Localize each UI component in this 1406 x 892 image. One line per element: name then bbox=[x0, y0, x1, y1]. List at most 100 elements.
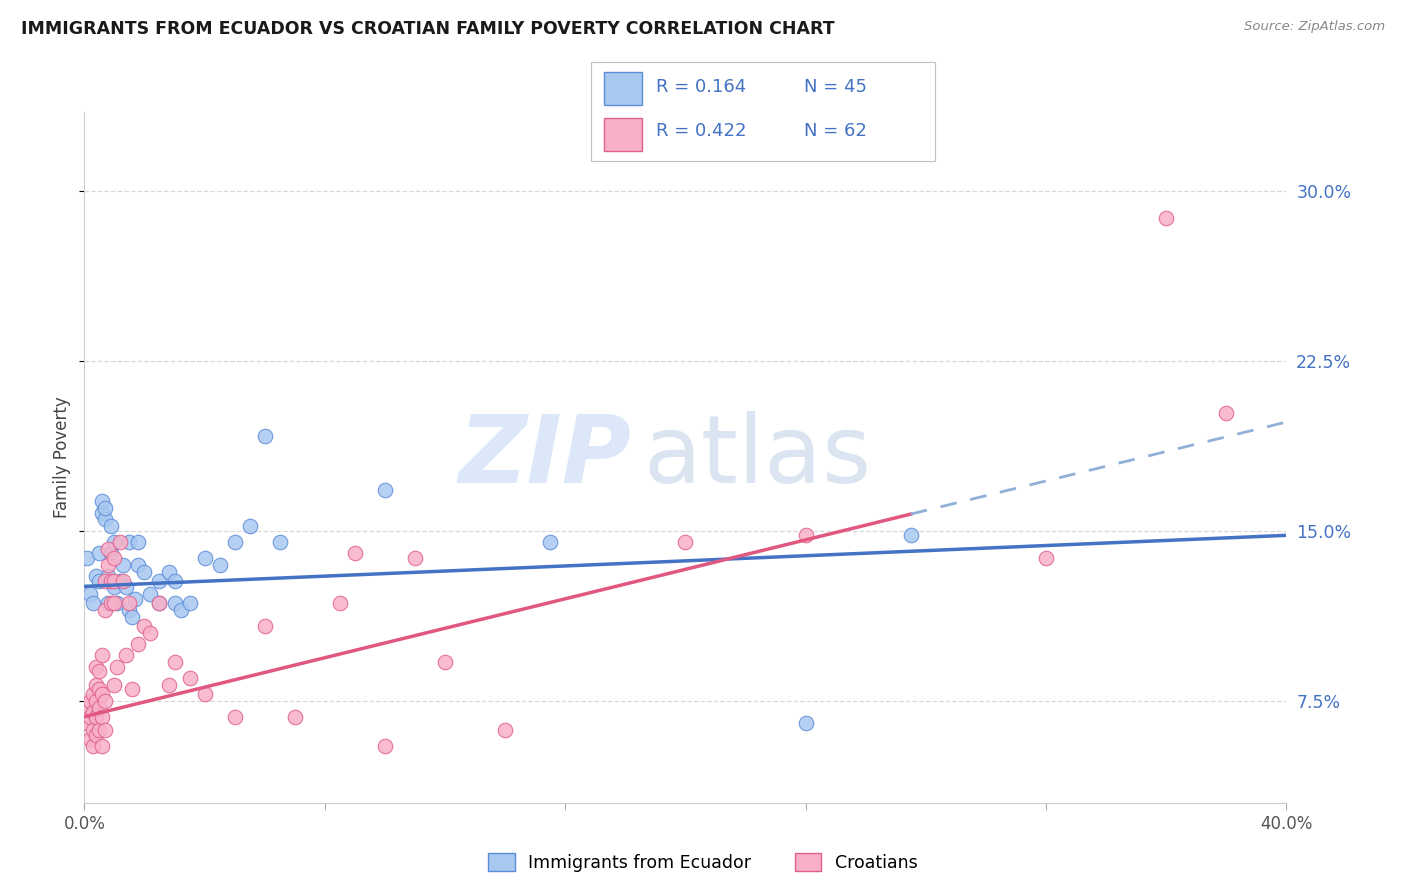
Point bbox=[82, 705, 104, 719]
Point bbox=[94, 512, 117, 526]
Point bbox=[148, 596, 170, 610]
Point bbox=[284, 709, 307, 723]
Point bbox=[91, 739, 114, 753]
Point bbox=[343, 546, 366, 560]
Point bbox=[134, 565, 156, 579]
Point bbox=[163, 574, 186, 588]
Point bbox=[94, 723, 117, 738]
Point bbox=[89, 574, 111, 588]
Point bbox=[1156, 211, 1178, 225]
Point bbox=[148, 574, 170, 588]
Point bbox=[127, 558, 149, 572]
Point bbox=[121, 682, 143, 697]
Point bbox=[76, 716, 98, 731]
Legend: Immigrants from Ecuador, Croatians: Immigrants from Ecuador, Croatians bbox=[481, 847, 925, 879]
Point bbox=[179, 596, 201, 610]
Point bbox=[86, 709, 108, 723]
Point bbox=[100, 596, 122, 610]
Text: ZIP: ZIP bbox=[458, 411, 631, 503]
Point bbox=[157, 565, 180, 579]
Point bbox=[253, 619, 276, 633]
Point bbox=[86, 678, 108, 692]
Point bbox=[115, 581, 138, 595]
Bar bbox=[605, 119, 643, 151]
Point bbox=[127, 535, 149, 549]
Text: N = 62: N = 62 bbox=[804, 121, 868, 140]
Point bbox=[900, 528, 922, 542]
Point bbox=[103, 551, 125, 566]
Point bbox=[86, 694, 108, 708]
Point bbox=[112, 574, 135, 588]
Point bbox=[103, 678, 125, 692]
Point bbox=[82, 739, 104, 753]
Point bbox=[97, 558, 120, 572]
Point bbox=[91, 687, 114, 701]
Text: R = 0.422: R = 0.422 bbox=[657, 121, 747, 140]
Bar bbox=[605, 72, 643, 104]
Point bbox=[374, 483, 396, 497]
Point bbox=[124, 591, 146, 606]
Point bbox=[163, 655, 186, 669]
Point bbox=[107, 596, 129, 610]
Point bbox=[148, 596, 170, 610]
Point bbox=[107, 660, 129, 674]
Point bbox=[139, 587, 162, 601]
Point bbox=[91, 494, 114, 508]
Point bbox=[253, 428, 276, 442]
Point bbox=[103, 574, 125, 588]
Point bbox=[1215, 406, 1237, 420]
Point bbox=[163, 596, 186, 610]
Point bbox=[94, 603, 117, 617]
Point bbox=[89, 665, 111, 679]
Point bbox=[89, 682, 111, 697]
Point bbox=[100, 546, 122, 560]
Point bbox=[118, 535, 141, 549]
Point bbox=[675, 535, 697, 549]
Point bbox=[269, 535, 291, 549]
Point bbox=[127, 637, 149, 651]
Point bbox=[110, 574, 132, 588]
Point bbox=[89, 700, 111, 714]
Point bbox=[82, 687, 104, 701]
Point bbox=[112, 558, 135, 572]
Point bbox=[82, 596, 104, 610]
Point bbox=[103, 535, 125, 549]
Point bbox=[118, 603, 141, 617]
Point bbox=[103, 596, 125, 610]
Point bbox=[194, 551, 217, 566]
Point bbox=[208, 558, 231, 572]
Point bbox=[97, 596, 120, 610]
Point bbox=[89, 723, 111, 738]
Point bbox=[79, 694, 101, 708]
Point bbox=[118, 596, 141, 610]
Point bbox=[494, 723, 516, 738]
Point bbox=[89, 546, 111, 560]
Point bbox=[434, 655, 457, 669]
Point bbox=[86, 728, 108, 742]
Text: IMMIGRANTS FROM ECUADOR VS CROATIAN FAMILY POVERTY CORRELATION CHART: IMMIGRANTS FROM ECUADOR VS CROATIAN FAMI… bbox=[21, 20, 835, 37]
Point bbox=[374, 739, 396, 753]
Point bbox=[121, 610, 143, 624]
Point bbox=[91, 648, 114, 663]
Point bbox=[94, 574, 117, 588]
Point bbox=[224, 535, 246, 549]
Text: atlas: atlas bbox=[644, 411, 872, 503]
Point bbox=[79, 732, 101, 747]
Point bbox=[169, 603, 191, 617]
Point bbox=[794, 716, 817, 731]
Point bbox=[1035, 551, 1057, 566]
Point bbox=[97, 541, 120, 556]
Point bbox=[224, 709, 246, 723]
Text: N = 45: N = 45 bbox=[804, 78, 868, 96]
Point bbox=[139, 625, 162, 640]
Point bbox=[239, 519, 262, 533]
Point bbox=[76, 551, 98, 566]
Point bbox=[100, 519, 122, 533]
Point bbox=[110, 535, 132, 549]
Point bbox=[103, 581, 125, 595]
Point bbox=[82, 723, 104, 738]
Text: Source: ZipAtlas.com: Source: ZipAtlas.com bbox=[1244, 20, 1385, 33]
Point bbox=[329, 596, 352, 610]
Text: R = 0.164: R = 0.164 bbox=[657, 78, 747, 96]
Point bbox=[404, 551, 426, 566]
